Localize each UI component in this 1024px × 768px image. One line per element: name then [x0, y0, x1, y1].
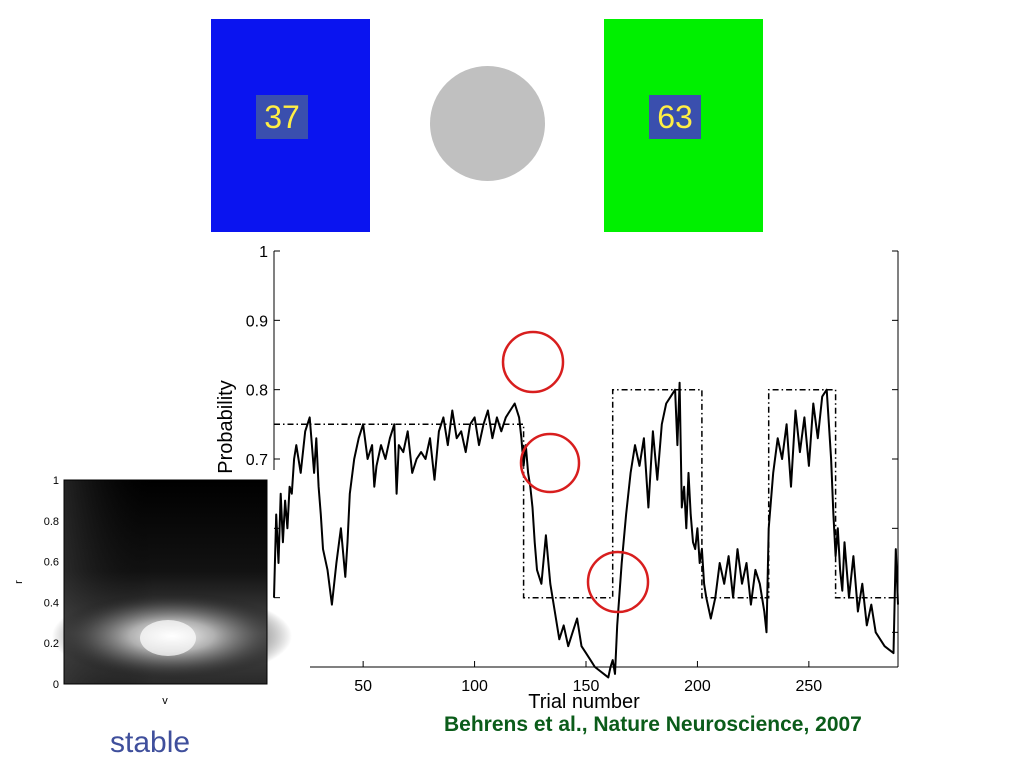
heatmap-y-tick-label: 0.6 [44, 557, 59, 569]
caption-stable: stable [110, 726, 191, 759]
main-y-tick-label: 0.9 [246, 313, 268, 330]
red-circle-2 [519, 432, 581, 494]
belief-series-line [273, 381, 899, 679]
heatmap-y-tick-label: 0.4 [44, 597, 59, 609]
fixation-circle [430, 66, 545, 181]
citation-text: Behrens et al., Nature Neuroscience, 200… [444, 713, 862, 736]
right-option-card[interactable]: 63 [604, 19, 763, 232]
heatmap-y-tick-label: 0 [53, 679, 59, 691]
main-x-axis-label: Trial number [528, 691, 640, 713]
heatmap-frame [63, 479, 268, 685]
annotation-circles [501, 330, 650, 614]
right-option-value: 63 [649, 95, 701, 139]
heatmap-axes: 1 0.8 0.6 0.4 0.2 0 [44, 475, 268, 691]
main-y-tick-label: 0.7 [246, 452, 268, 469]
main-chart-series [273, 381, 899, 679]
main-y-axis-label: Probability [215, 380, 237, 473]
main-x-tick-label: 100 [461, 678, 488, 695]
heatmap-y-tick-label: 0.2 [44, 638, 59, 650]
left-option-card[interactable]: 37 [211, 19, 370, 232]
heatmap-image [52, 480, 292, 684]
heatmap-y-tick-label: 0.8 [44, 516, 59, 528]
main-x-tick-label: 200 [684, 678, 711, 695]
heatmap-y-axis-label: r [13, 580, 25, 584]
red-circle-3 [586, 550, 650, 614]
main-x-tick-label: 50 [354, 678, 372, 695]
heatmap-x-axis-label: v [162, 695, 168, 707]
red-circle-1 [501, 330, 565, 394]
true-probability-line [274, 388, 898, 599]
main-x-tick-label: 250 [796, 678, 823, 695]
heatmap-y-tick-label: 1 [53, 475, 59, 487]
main-y-tick-label: 0.8 [246, 383, 268, 400]
left-option-value: 37 [256, 95, 308, 139]
main-y-tick-label: 1 [259, 244, 268, 261]
main-x-tick-label: 150 [573, 678, 600, 695]
